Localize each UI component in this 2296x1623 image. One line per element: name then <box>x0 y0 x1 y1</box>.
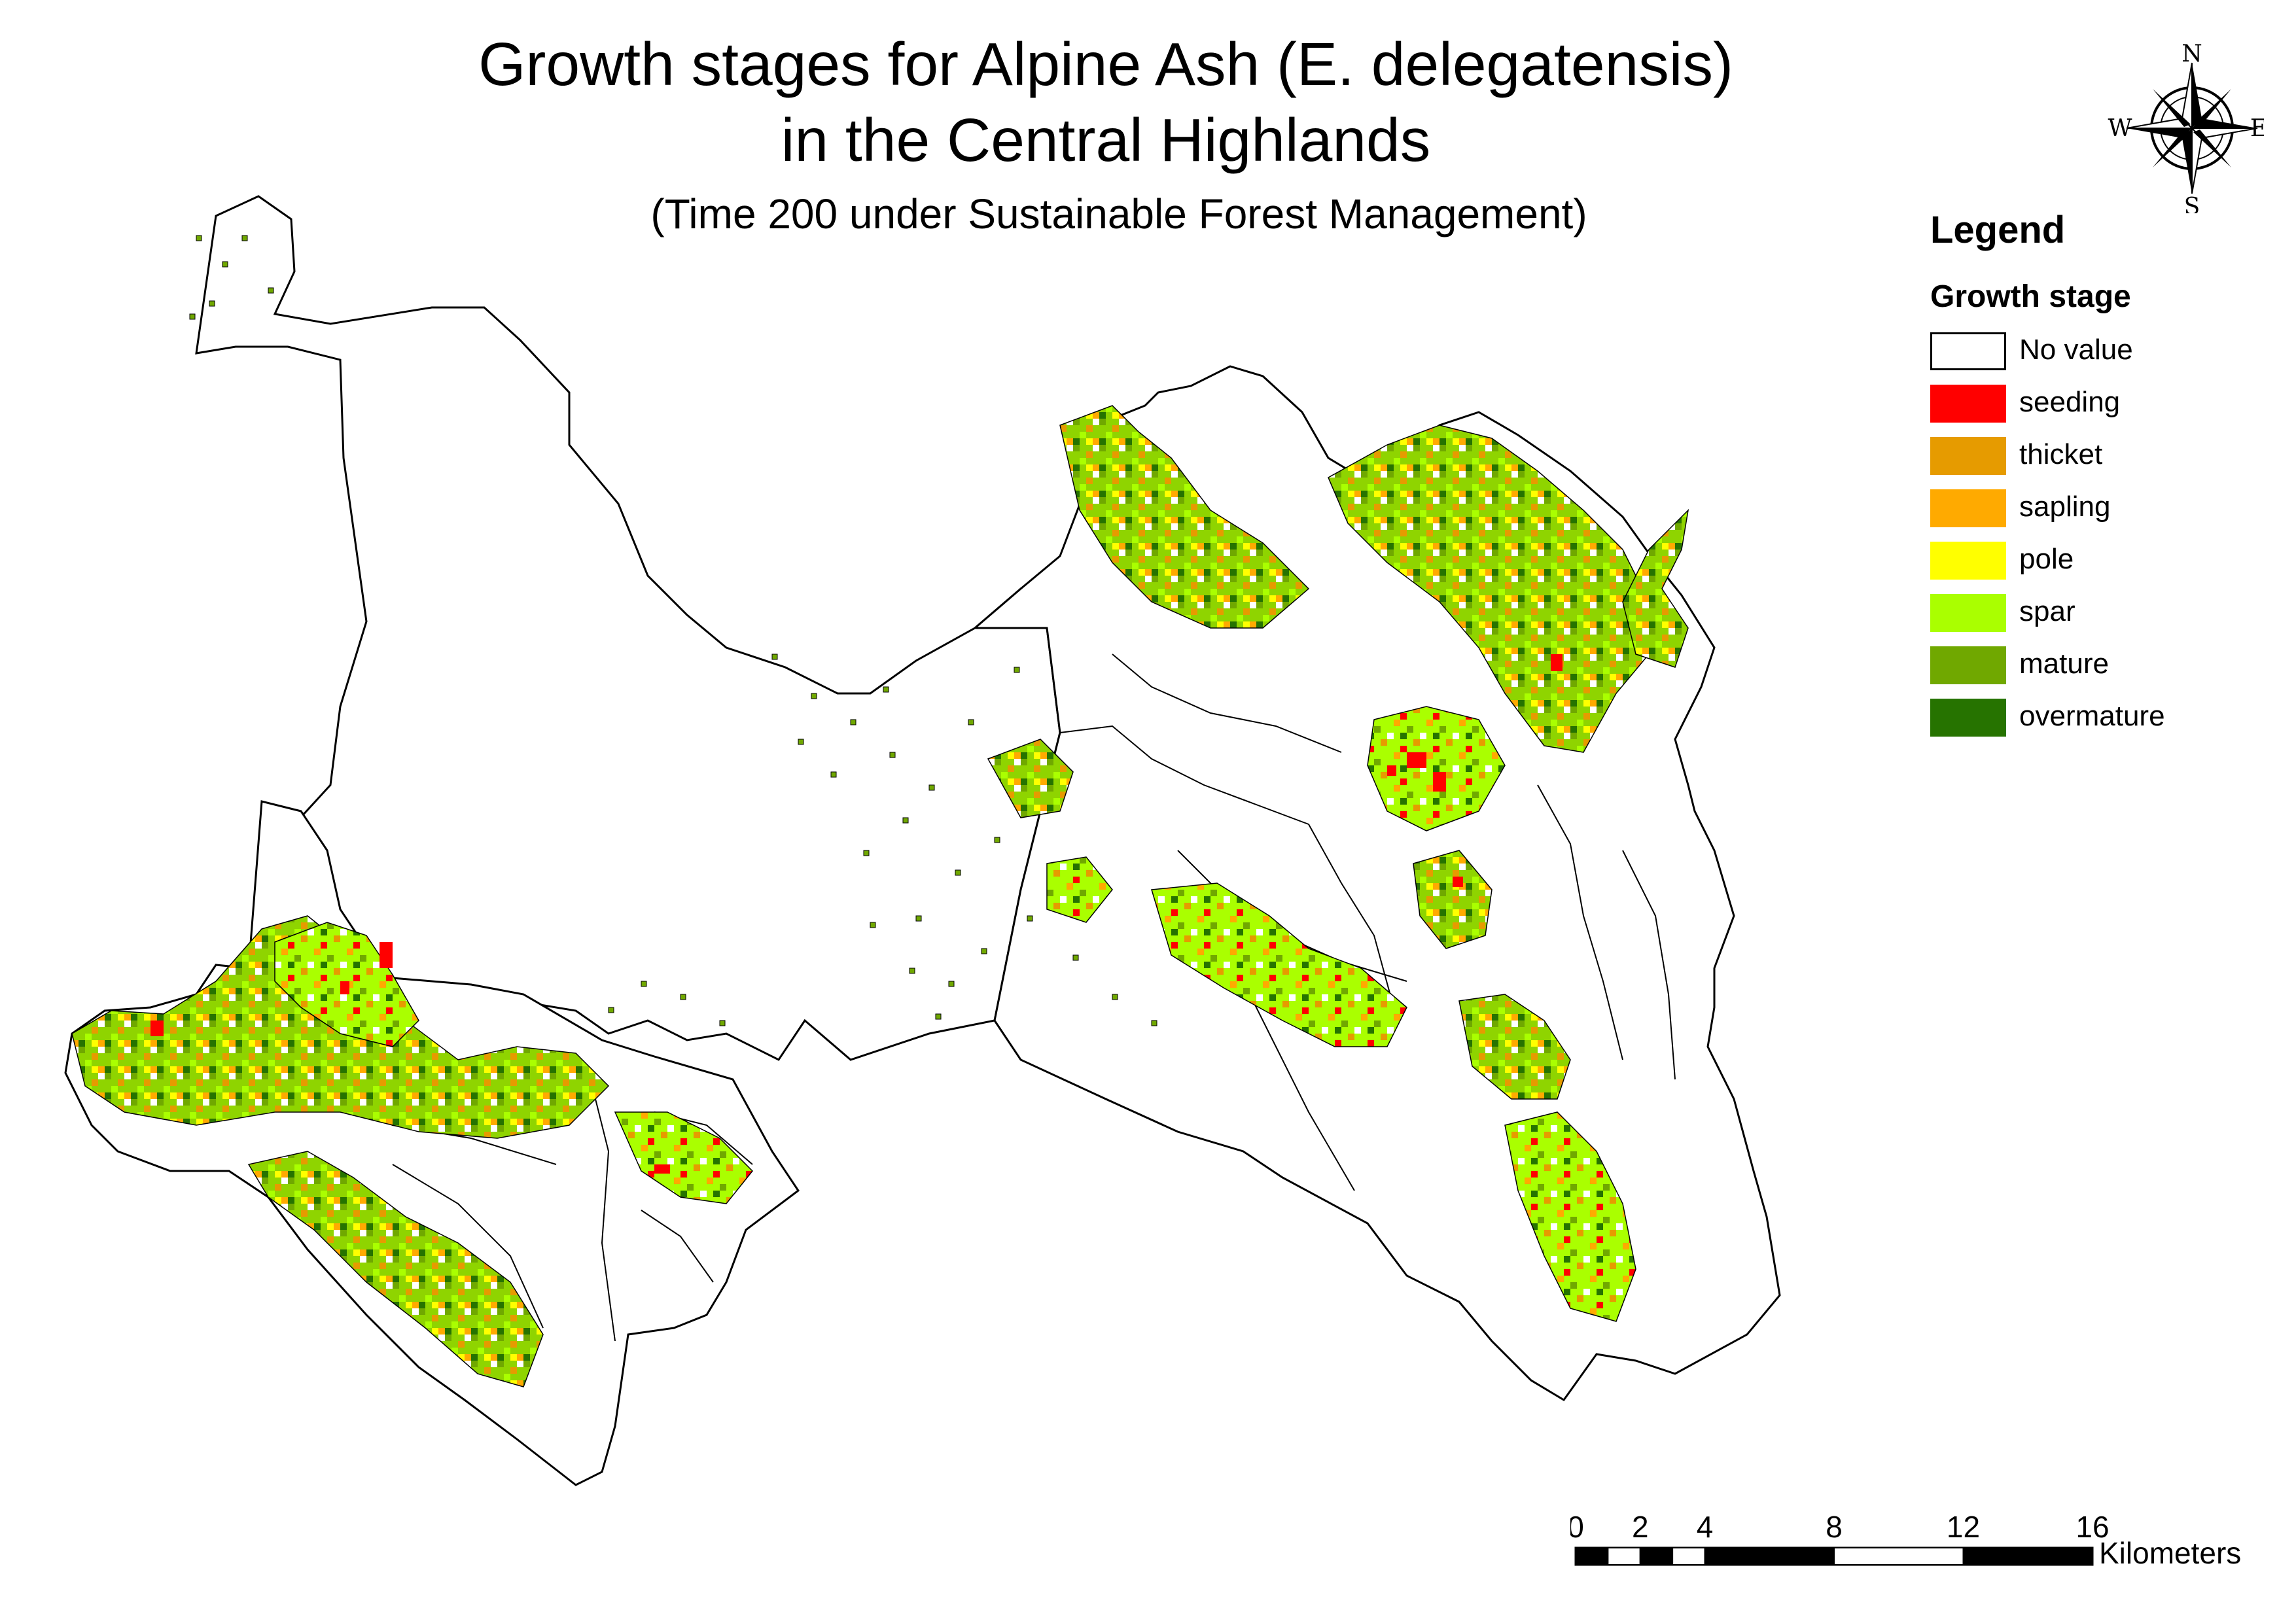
legend-label: spar <box>2019 595 2075 627</box>
legend-swatch <box>1930 437 2006 475</box>
scale-bar: 0 2 4 8 12 16 Kilometers <box>1570 1510 2241 1570</box>
legend-swatch <box>1930 542 2006 580</box>
legend-label: mature <box>2019 648 2109 680</box>
legend-item: No value <box>1930 332 2270 372</box>
map-subtitle: (Time 200 under Sustainable Forest Manag… <box>650 190 1587 237</box>
scale-segment <box>1575 1547 1609 1565</box>
scale-segment <box>1672 1547 1706 1565</box>
legend-item: pole <box>1930 542 2270 581</box>
scale-segment <box>1639 1547 1674 1565</box>
legend-item: seeding <box>1930 385 2270 424</box>
scale-unit: Kilometers <box>2099 1536 2241 1570</box>
legend-item: thicket <box>1930 437 2270 476</box>
legend-label: sapling <box>2019 491 2111 523</box>
forest-patch <box>1458 994 1571 1100</box>
forest-patches <box>71 405 1689 1387</box>
scale-segment <box>1607 1547 1641 1565</box>
scale-segment <box>1833 1547 1964 1565</box>
legend-label: overmature <box>2019 700 2165 732</box>
legend-label: No value <box>2019 334 2133 366</box>
legend-item: spar <box>1930 594 2270 633</box>
forest-patch <box>1151 882 1407 1047</box>
forest-patch <box>1367 706 1506 831</box>
scale-tick-label: 2 <box>1632 1510 1649 1544</box>
scale-tick-label: 8 <box>1826 1510 1843 1544</box>
scale-segments <box>1575 1547 2093 1565</box>
legend-swatch <box>1930 489 2006 527</box>
seeding-clusters <box>150 654 1563 1174</box>
legend-item: overmature <box>1930 699 2270 738</box>
scale-tick-labels: 0 2 4 8 12 16 <box>1570 1510 2110 1544</box>
compass-n: N <box>2181 43 2202 67</box>
legend-label: pole <box>2019 543 2074 575</box>
legend-swatch <box>1930 332 2006 370</box>
forest-patch <box>1413 850 1492 949</box>
forest-patch <box>1328 425 1650 753</box>
scale-tick-label: 16 <box>2075 1510 2109 1544</box>
scale-tick-label: 12 <box>1947 1510 1980 1544</box>
forest-patch <box>1622 508 1689 668</box>
compass-s: S <box>2184 194 2200 213</box>
forest-patch <box>614 1111 754 1204</box>
forest-patch <box>247 1151 544 1387</box>
legend-swatch <box>1930 594 2006 632</box>
legend-title: Legend <box>1930 209 2066 251</box>
legend-swatch <box>1930 385 2006 423</box>
forest-patch <box>987 739 1074 818</box>
legend-label: seeding <box>2019 386 2121 418</box>
forest-patch <box>1504 1111 1636 1322</box>
legend-item: sapling <box>1930 489 2270 529</box>
scattered-cells <box>189 235 1157 1026</box>
legend-swatch <box>1930 646 2006 684</box>
scale-tick-label: 0 <box>1570 1510 1584 1544</box>
compass-e: E <box>2250 115 2264 142</box>
region-boundaries <box>64 195 1781 1486</box>
forest-patch <box>1046 856 1113 923</box>
scale-segment <box>1962 1547 2093 1565</box>
legend-item: mature <box>1930 646 2270 686</box>
legend-subtitle: Growth stage <box>1930 279 2131 314</box>
forest-patch <box>1059 405 1310 629</box>
legend-label: thicket <box>2019 438 2103 470</box>
compass-w: W <box>2108 115 2132 142</box>
scale-tick-label: 4 <box>1697 1510 1714 1544</box>
map-title-line-2: in the Central Highlands <box>781 106 1431 174</box>
legend-swatch <box>1930 699 2006 737</box>
scale-segment <box>1704 1547 1835 1565</box>
map-title-line-1: Growth stages for Alpine Ash (E. delegat… <box>478 30 1733 98</box>
north-arrow-icon: N S W E <box>2108 43 2264 213</box>
